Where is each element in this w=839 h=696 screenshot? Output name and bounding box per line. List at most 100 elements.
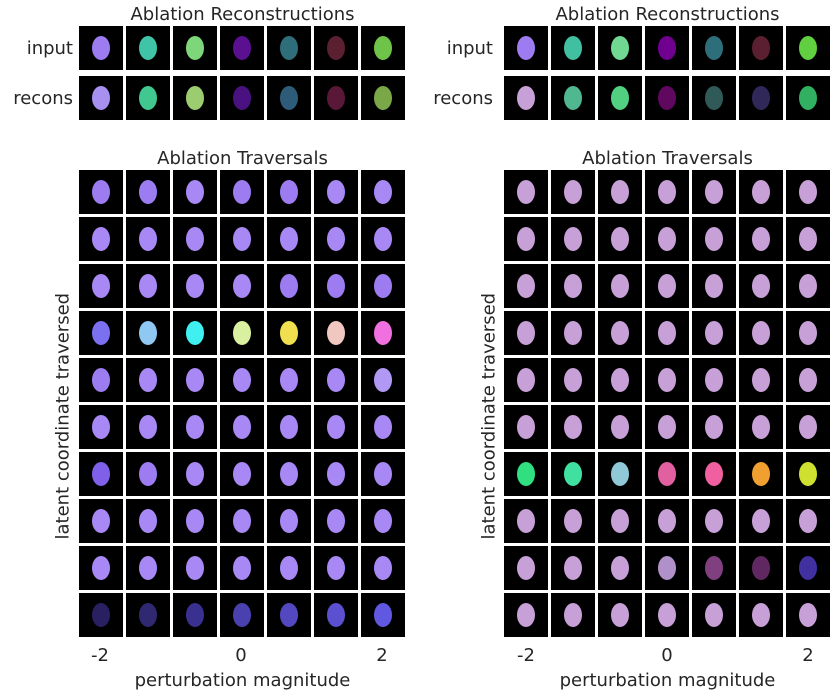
sprite-shape bbox=[517, 556, 535, 580]
sprite-shape bbox=[233, 603, 251, 627]
sprite-shape bbox=[92, 509, 110, 533]
sprite-shape bbox=[799, 603, 817, 627]
sprite-shape bbox=[705, 462, 723, 486]
left-recons-label: recons bbox=[13, 88, 73, 109]
sprite-shape bbox=[705, 180, 723, 204]
sprite-shape bbox=[517, 36, 535, 60]
input-image-cell bbox=[267, 26, 311, 70]
sprite-shape bbox=[327, 603, 345, 627]
sprite-shape bbox=[186, 509, 204, 533]
traversal-image-cell bbox=[645, 405, 689, 449]
sprite-shape bbox=[658, 274, 676, 298]
traversal-image-cell bbox=[551, 499, 595, 543]
sprite-shape bbox=[233, 556, 251, 580]
traversal-image-cell bbox=[598, 264, 642, 308]
traversal-image-cell bbox=[314, 405, 358, 449]
traversal-image-cell bbox=[126, 405, 170, 449]
traversal-image-cell bbox=[173, 264, 217, 308]
sprite-shape bbox=[517, 321, 535, 345]
traversal-image-cell bbox=[504, 593, 548, 637]
sprite-shape bbox=[611, 321, 629, 345]
sprite-shape bbox=[752, 227, 770, 251]
traversal-image-cell bbox=[504, 311, 548, 355]
traversal-image-cell bbox=[786, 452, 830, 496]
traversal-image-cell bbox=[645, 546, 689, 590]
traversal-image-cell bbox=[173, 311, 217, 355]
sprite-shape bbox=[139, 227, 157, 251]
sprite-shape bbox=[752, 180, 770, 204]
left-tick-neg2: -2 bbox=[91, 645, 109, 666]
traversal-image-cell bbox=[173, 170, 217, 214]
sprite-shape bbox=[374, 462, 392, 486]
traversal-image-cell bbox=[598, 217, 642, 261]
sprite-shape bbox=[92, 415, 110, 439]
sprite-shape bbox=[799, 321, 817, 345]
traversal-image-cell bbox=[551, 217, 595, 261]
sprite-shape bbox=[280, 415, 298, 439]
sprite-shape bbox=[233, 86, 251, 110]
sprite-shape bbox=[705, 603, 723, 627]
sprite-shape bbox=[327, 36, 345, 60]
sprite-shape bbox=[327, 274, 345, 298]
traversal-image-cell bbox=[79, 499, 123, 543]
sprite-shape bbox=[517, 415, 535, 439]
sprite-shape bbox=[186, 415, 204, 439]
sprite-shape bbox=[327, 180, 345, 204]
sprite-shape bbox=[280, 86, 298, 110]
traversal-image-cell bbox=[739, 546, 783, 590]
traversal-image-cell bbox=[220, 358, 264, 402]
sprite-shape bbox=[658, 36, 676, 60]
sprite-shape bbox=[705, 227, 723, 251]
traversal-image-cell bbox=[692, 217, 736, 261]
traversal-image-cell bbox=[361, 358, 405, 402]
sprite-shape bbox=[517, 462, 535, 486]
traversal-image-cell bbox=[126, 452, 170, 496]
traversal-image-cell bbox=[220, 593, 264, 637]
sprite-shape bbox=[799, 227, 817, 251]
reconstruction-image-cell bbox=[314, 76, 358, 120]
traversal-image-cell bbox=[314, 546, 358, 590]
reconstruction-image-cell bbox=[173, 76, 217, 120]
sprite-shape bbox=[374, 556, 392, 580]
sprite-shape bbox=[752, 509, 770, 533]
traversal-image-cell bbox=[692, 170, 736, 214]
traversal-image-cell bbox=[267, 499, 311, 543]
traversal-image-cell bbox=[173, 217, 217, 261]
sprite-shape bbox=[233, 462, 251, 486]
traversal-image-cell bbox=[361, 499, 405, 543]
traversal-image-cell bbox=[79, 170, 123, 214]
sprite-shape bbox=[139, 274, 157, 298]
input-image-cell bbox=[173, 26, 217, 70]
traversal-image-cell bbox=[267, 593, 311, 637]
traversal-image-cell bbox=[598, 499, 642, 543]
traversal-image-cell bbox=[692, 452, 736, 496]
input-image-cell bbox=[361, 26, 405, 70]
input-image-cell bbox=[598, 26, 642, 70]
left-y-axis-label: latent coordinate traversed bbox=[52, 292, 74, 540]
sprite-shape bbox=[92, 86, 110, 110]
input-image-cell bbox=[504, 26, 548, 70]
traversal-image-cell bbox=[220, 546, 264, 590]
sprite-shape bbox=[517, 368, 535, 392]
traversal-image-cell bbox=[79, 546, 123, 590]
reconstruction-image-cell bbox=[786, 76, 830, 120]
traversal-image-cell bbox=[220, 264, 264, 308]
sprite-shape bbox=[611, 86, 629, 110]
traversal-image-cell bbox=[598, 452, 642, 496]
sprite-shape bbox=[327, 368, 345, 392]
traversal-image-cell bbox=[739, 452, 783, 496]
sprite-shape bbox=[92, 321, 110, 345]
traversal-image-cell bbox=[126, 499, 170, 543]
reconstruction-image-cell bbox=[739, 76, 783, 120]
traversal-image-cell bbox=[220, 452, 264, 496]
sprite-shape bbox=[92, 556, 110, 580]
traversal-image-cell bbox=[786, 593, 830, 637]
sprite-shape bbox=[752, 321, 770, 345]
left-tick-0: 0 bbox=[235, 645, 247, 666]
traversal-image-cell bbox=[79, 358, 123, 402]
input-image-cell bbox=[786, 26, 830, 70]
traversal-image-cell bbox=[79, 405, 123, 449]
traversal-image-cell bbox=[79, 217, 123, 261]
sprite-shape bbox=[374, 36, 392, 60]
sprite-shape bbox=[752, 556, 770, 580]
